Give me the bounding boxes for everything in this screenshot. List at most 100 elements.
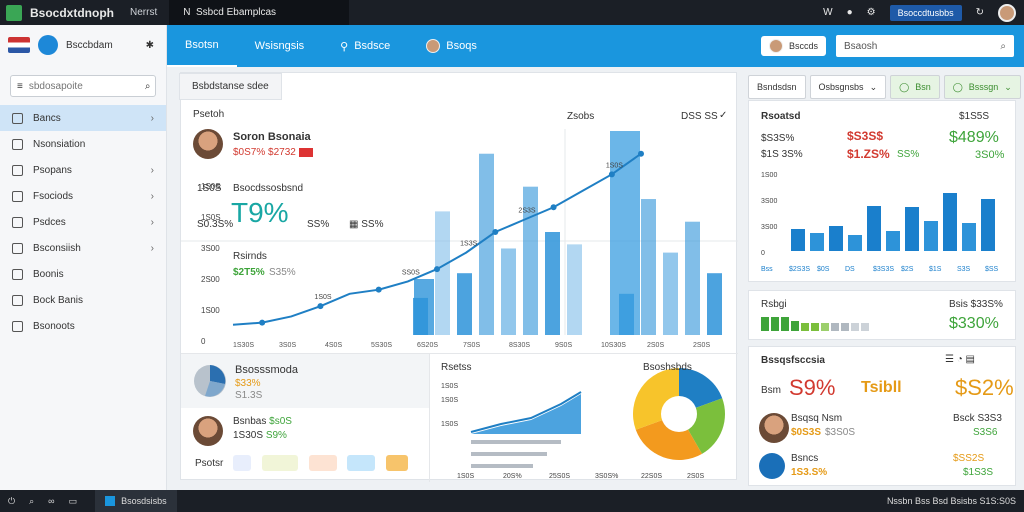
rpb-row1-sub: $3S0S [825, 427, 856, 438]
header-bar: Bsotsn Wsisngsis ⚲ Bsdsce Bsoqs Bsccds Bs… [167, 25, 1024, 67]
tab-4[interactable]: Bsoqs [408, 25, 495, 67]
check-icon[interactable]: ✓ [719, 110, 728, 121]
rp-mid-bars [761, 317, 869, 331]
metric-label: Bsocdssosbsnd [233, 183, 304, 194]
rp-title: Rsoatsd [761, 111, 801, 122]
tab-icon: ⚲ [340, 40, 349, 53]
point-label: 1S0S [606, 162, 623, 169]
sidebar-item-2[interactable]: Psopans › [0, 157, 166, 183]
x-tick-label: 8S30S [509, 342, 530, 349]
folder-icon[interactable]: ▭ [68, 495, 78, 506]
data-point [434, 266, 440, 273]
chip-3[interactable] [308, 455, 337, 471]
tab-2[interactable]: Wsisngsis [254, 40, 305, 52]
chip-2[interactable] [261, 455, 298, 471]
header-search[interactable]: Bsaosh ⌕ [836, 35, 1014, 57]
toolbar-icons[interactable]: ☰ ◔ ▤ [945, 354, 976, 365]
grid-icon: ▦ [349, 219, 362, 230]
data-point [259, 319, 266, 326]
rpb-big2: $S2% [955, 375, 1014, 400]
metric-sub4: ▦ SS% [349, 219, 384, 230]
sidebar-item-0[interactable]: Bancs › [0, 105, 166, 131]
rp-y-label: 1S00 [761, 172, 777, 179]
chip-4[interactable] [347, 455, 376, 471]
sidebar-item-label: Nsonsiation [33, 138, 86, 150]
chevron-right-icon: › [150, 216, 154, 228]
bar [545, 232, 560, 335]
refresh-icon[interactable]: ↻ [975, 7, 984, 18]
power-icon[interactable]: ⏻ [8, 495, 16, 506]
rp-row1-c: $489% [949, 129, 999, 146]
tab-1[interactable]: Bsotsn [167, 25, 237, 67]
metric-sub1: 1S0S [197, 183, 222, 194]
search-icon[interactable]: ⌕ [29, 495, 35, 506]
mini-x-label: 3S0S% [595, 473, 618, 480]
person2-sub: 1S30S S9% [233, 430, 287, 441]
chevron-right-icon: › [150, 242, 154, 254]
sidebar-item-5[interactable]: Bsconsiish › [0, 235, 166, 261]
sidebar-item-3[interactable]: Fsociods › [0, 183, 166, 209]
range-label[interactable]: DSS SS [681, 111, 718, 122]
sidebar-item-label: Psopans [33, 164, 72, 176]
chip-1[interactable] [233, 455, 251, 471]
user-chip[interactable]: Bsccds [760, 36, 826, 56]
sidebar-item-7[interactable]: Bock Banis [0, 287, 166, 313]
tab-3[interactable]: ⚲ Bsdsce [340, 40, 391, 53]
window-tab[interactable]: N Ssbcd Ebamplcas [169, 0, 350, 25]
person-stats: $0S7% $2732 [233, 147, 313, 158]
right-tab-1[interactable]: Bsndsdsn [748, 75, 806, 99]
system-clock: Nssbn Bss Bsd Bsisbs S1S:S0S [886, 496, 1016, 506]
mini-pie-icon [194, 365, 226, 397]
taskbar-app[interactable]: Bsosdsisbs [95, 490, 177, 512]
app-icon [6, 4, 22, 21]
sidebar-search[interactable]: ≡ ⌕ [10, 75, 156, 97]
right-tab-3[interactable]: ◯ Bsn [890, 75, 940, 99]
rp-x-label: $2S3S [789, 266, 810, 273]
title-bar: Bsocdxtdnoph Nerrst N Ssbcd Ebamplcas W … [0, 0, 1024, 25]
x-tick-label: 9S0S [555, 342, 572, 349]
chevron-right-icon: › [150, 190, 154, 202]
sidebar-item-1[interactable]: Nsonsiation [0, 131, 166, 157]
menu-item[interactable]: Nerrst [130, 7, 158, 18]
rp-y-label: 0 [761, 250, 765, 257]
nav-icon [12, 138, 23, 150]
right-tab-4[interactable]: ◯ Bsssgn ⌄ [943, 75, 1021, 99]
x-tick-label: 4S0S [325, 342, 342, 349]
pin-icon[interactable]: ✱ [145, 39, 154, 51]
summary-value: $33% [235, 378, 261, 389]
mini-chart-title: Rsetss [441, 362, 472, 373]
rpb-row1-pct: S3S6 [973, 427, 998, 438]
avatar[interactable] [998, 3, 1016, 22]
data-point [550, 204, 557, 211]
rp-bar [981, 199, 995, 251]
title-action-button[interactable]: Bsoccdtusbbs [889, 4, 962, 21]
rpb-title: Bssqsfsccsia [761, 355, 825, 366]
bar [501, 248, 516, 335]
chip-5[interactable] [386, 455, 409, 471]
y-tick-label: 1S0S [201, 213, 221, 222]
v-icon[interactable]: W [823, 7, 833, 18]
right-tab-2[interactable]: Osbsgnsbs ⌄ [809, 75, 887, 99]
sidebar-item-4[interactable]: Psdces › [0, 209, 166, 235]
rp-mid-value: $330% [949, 315, 999, 332]
sidebar-item-8[interactable]: Bsonoots [0, 313, 166, 339]
pie-title: Bsoshsbds [643, 362, 692, 373]
mini-line [470, 391, 582, 433]
data-point [492, 229, 499, 235]
search-icon: ⌕ [1000, 40, 1006, 52]
y-tick-label: 1S0S [201, 182, 221, 191]
bottom-row: Bsosssmoda $33% S1.3S Bsnbas $s0S 1S30S … [181, 353, 738, 482]
bar [479, 153, 494, 335]
sidebar-item-6[interactable]: Boonis [0, 261, 166, 287]
sidebar-item-label: Boonis [33, 268, 64, 280]
notification-icon[interactable]: ● [846, 7, 853, 18]
rp-bar [924, 221, 938, 251]
panel-tab[interactable]: Bsbdstanse sdee [179, 73, 282, 100]
link-icon[interactable]: ∞ [48, 495, 55, 506]
rp-y-label: 3S00 [761, 198, 777, 205]
rp-x-label: $0S [817, 266, 830, 273]
sidebar-search-input[interactable] [28, 80, 139, 92]
settings-icon[interactable]: ⚙ [866, 7, 876, 18]
sidebar-item-label: Bancs [33, 112, 61, 124]
bar [457, 273, 472, 335]
